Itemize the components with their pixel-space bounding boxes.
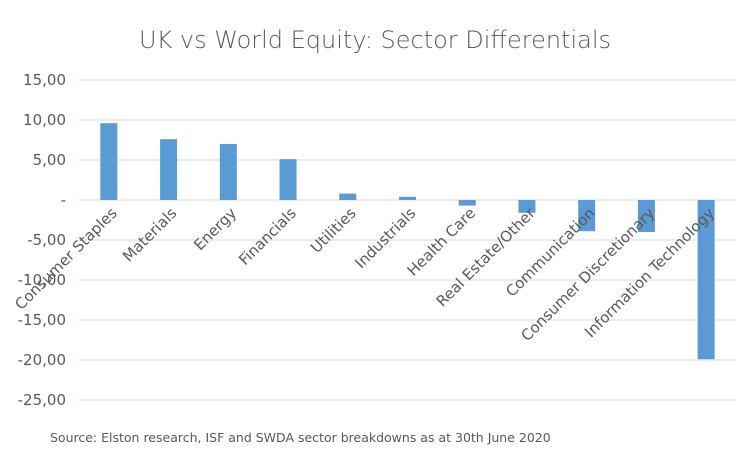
bar [219, 144, 237, 200]
x-tick-label: Financials [235, 204, 300, 269]
gridlines [78, 79, 735, 401]
bars [100, 123, 715, 360]
bar [518, 200, 536, 213]
bar [458, 200, 476, 206]
bar [578, 200, 596, 232]
x-tick-label: Utilities [307, 204, 360, 257]
y-tick-label: -10,00 [18, 271, 66, 289]
bar [697, 200, 715, 360]
bar [339, 193, 357, 200]
bar [399, 196, 416, 200]
chart-title: UK vs World Equity: Sector Differentials [139, 26, 611, 54]
bar [160, 139, 178, 200]
y-tick-label: -20,00 [18, 351, 66, 369]
x-tick-label: Energy [190, 204, 240, 254]
x-tick-label: Real Estate/Other [433, 204, 540, 311]
x-tick-label: Materials [119, 204, 180, 265]
y-tick-label: -15,00 [18, 311, 66, 329]
y-tick-label: - [61, 191, 66, 209]
y-tick-label: -5,00 [27, 231, 66, 249]
y-axis-ticks: 15,00 10,00 5,00 - -5,00 -10,00 -15,00 -20,00 -2… [18, 71, 66, 409]
y-tick-label: 5,00 [33, 151, 66, 169]
bar [279, 159, 297, 200]
y-tick-label: 10,00 [23, 111, 66, 129]
bar [100, 123, 118, 200]
x-tick-label: Consumer Staples [11, 204, 120, 313]
source-note: Source: Elston research, ISF and SWDA se… [50, 430, 551, 445]
bar [637, 200, 655, 232]
y-tick-label: 15,00 [23, 71, 66, 89]
y-tick-label: -25,00 [18, 391, 66, 409]
